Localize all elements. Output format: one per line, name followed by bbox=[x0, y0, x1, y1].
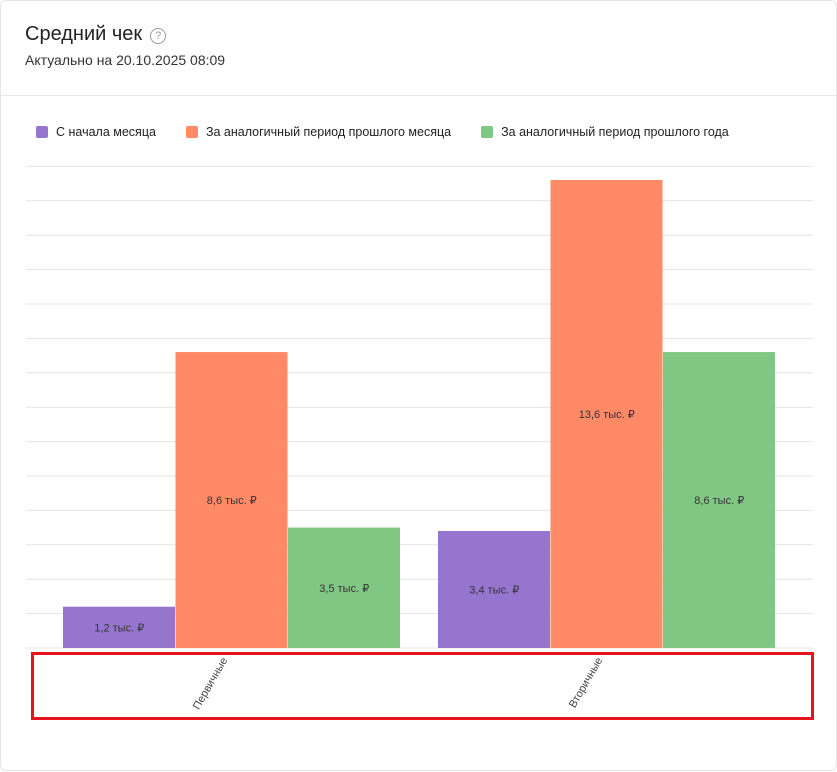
legend-item-month-to-date[interactable]: С начала месяца bbox=[36, 125, 156, 139]
bar-value-label: 13,6 тыс. ₽ bbox=[579, 409, 635, 421]
legend-label-prev-month: За аналогичный период прошлого месяца bbox=[205, 125, 452, 139]
bar-value-label: 3,4 тыс. ₽ bbox=[469, 585, 519, 597]
card-header: Средний чек ? Актуально на 20.10.2025 08… bbox=[1, 1, 836, 96]
bar-value-label: 1,2 тыс. ₽ bbox=[94, 622, 144, 634]
legend-label-prev-year: За аналогичный период прошлого года bbox=[501, 125, 729, 139]
bar[interactable] bbox=[550, 180, 663, 648]
help-icon[interactable]: ? bbox=[150, 27, 167, 44]
legend-swatch-prev-month bbox=[185, 126, 198, 138]
x-tick-label: Вторичные bbox=[567, 656, 605, 711]
legend-swatch-prev-year bbox=[481, 126, 494, 138]
bar[interactable] bbox=[63, 606, 175, 648]
chart-legend: С начала месяца За аналогичный период пр… bbox=[36, 125, 759, 139]
page-title: Средний чек bbox=[25, 23, 143, 45]
bar-value-label: 3,5 тыс. ₽ bbox=[319, 583, 369, 595]
legend-swatch-month-to-date bbox=[36, 126, 48, 138]
legend-label-month-to-date: С начала месяца bbox=[56, 125, 156, 139]
bar-value-label: 8,6 тыс. ₽ bbox=[207, 495, 257, 507]
legend-item-prev-year[interactable]: За аналогичный период прошлого года bbox=[481, 125, 729, 139]
bar[interactable] bbox=[175, 352, 288, 648]
x-tick-label: Первичные bbox=[191, 656, 230, 712]
bar-value-label: 8,6 тыс. ₽ bbox=[694, 495, 744, 507]
updated-at-subtitle: Актуально на 20.10.2025 08:09 bbox=[25, 52, 226, 68]
bar[interactable] bbox=[663, 352, 775, 648]
bar[interactable] bbox=[288, 527, 400, 648]
title-row: Средний чек ? bbox=[25, 23, 167, 46]
bar[interactable] bbox=[438, 531, 550, 648]
legend-item-prev-month[interactable]: За аналогичный период прошлого месяца bbox=[185, 125, 452, 139]
